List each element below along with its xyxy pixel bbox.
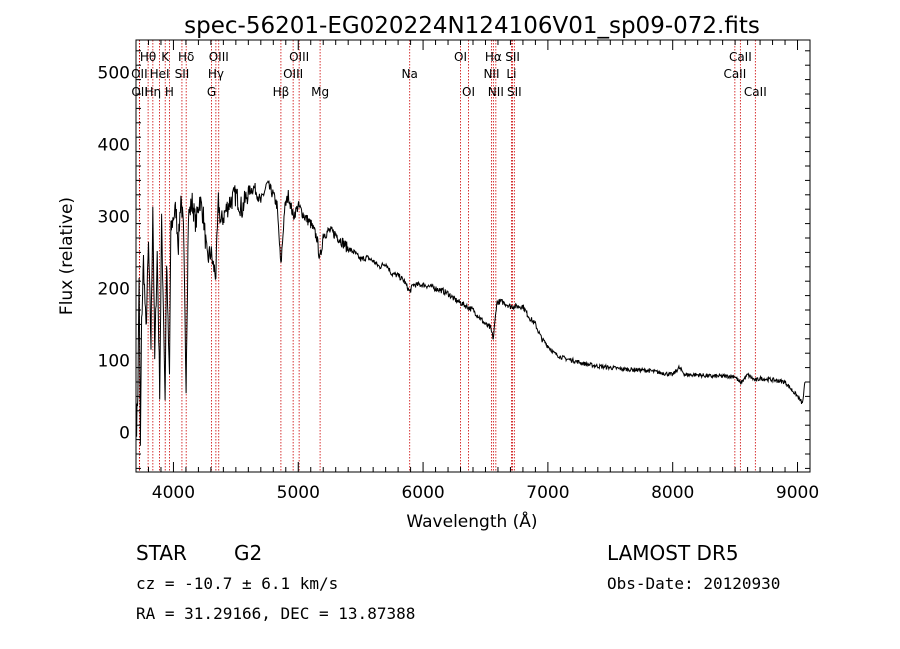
- object-subclass: G2: [234, 541, 263, 565]
- marker-label-22: Hβ: [273, 85, 290, 99]
- marker-label-15: NII: [483, 67, 499, 81]
- marker-label-17: CaII: [723, 67, 746, 81]
- marker-label-10: HeI: [150, 67, 170, 81]
- y-tick-label-4: 400: [98, 135, 130, 155]
- marker-label-2: Hδ: [178, 50, 194, 64]
- x-tick-label-2: 6000: [401, 483, 444, 503]
- y-tick-label-0: 0: [119, 423, 130, 443]
- marker-label-4: OIII: [289, 50, 309, 64]
- object-class: STAR: [136, 541, 187, 565]
- marker-label-11: SII: [175, 67, 190, 81]
- x-tick-label-3: 7000: [526, 483, 569, 503]
- marker-label-0: Hθ: [140, 50, 156, 64]
- marker-label-6: Hα: [485, 50, 502, 64]
- marker-label-1: K: [161, 50, 170, 64]
- x-tick-label-5: 9000: [776, 483, 819, 503]
- marker-label-9: OII: [131, 67, 148, 81]
- x-tick-label-4: 8000: [651, 483, 694, 503]
- survey-name: LAMOST DR5: [607, 541, 739, 565]
- marker-label-3: OIII: [209, 50, 229, 64]
- marker-label-19: Hη: [145, 85, 162, 99]
- marker-label-16: Li: [506, 67, 516, 81]
- x-tick-label-0: 4000: [152, 483, 195, 503]
- observation-date: Obs-Date: 20120930: [607, 574, 781, 593]
- marker-label-12: Hγ: [208, 67, 224, 81]
- y-tick-label-5: 500: [98, 63, 130, 83]
- marker-label-8: CaII: [729, 50, 752, 64]
- marker-label-26: SII: [507, 85, 522, 99]
- chart-title: spec-56201-EG020224N124106V01_sp09-072.f…: [184, 13, 760, 39]
- y-tick-label-1: 100: [98, 351, 130, 371]
- marker-label-23: Mg: [311, 85, 329, 99]
- marker-label-14: Na: [402, 67, 418, 81]
- redshift-cz: cz = -10.7 ± 6.1 km/s: [136, 574, 339, 593]
- marker-label-18: OII: [131, 85, 148, 99]
- marker-label-13: OIII: [283, 67, 303, 81]
- y-tick-label-3: 300: [98, 207, 130, 227]
- x-tick-label-1: 5000: [277, 483, 320, 503]
- marker-label-24: OI: [462, 85, 475, 99]
- line-markers: [138, 40, 756, 472]
- marker-label-27: CaII: [744, 85, 767, 99]
- sky-coordinates: RA = 31.29166, DEC = 13.87388: [136, 604, 416, 623]
- marker-label-25: NII: [488, 85, 504, 99]
- marker-label-5: OI: [454, 50, 467, 64]
- plot-frame: [135, 39, 811, 473]
- y-tick-label-2: 200: [98, 279, 130, 299]
- marker-label-21: G: [207, 85, 216, 99]
- spectrum-series-line: [136, 179, 806, 446]
- x-axis-label: Wavelength (Å): [406, 510, 537, 532]
- marker-label-7: SII: [505, 50, 520, 64]
- marker-label-20: H: [165, 85, 174, 99]
- x-axis-ticks: 4000 5000 6000 7000 8000 9000: [147, 40, 819, 503]
- y-axis-ticks: 0 100 200 300 400 500: [98, 50, 810, 469]
- y-axis-label: Flux (relative): [57, 197, 77, 315]
